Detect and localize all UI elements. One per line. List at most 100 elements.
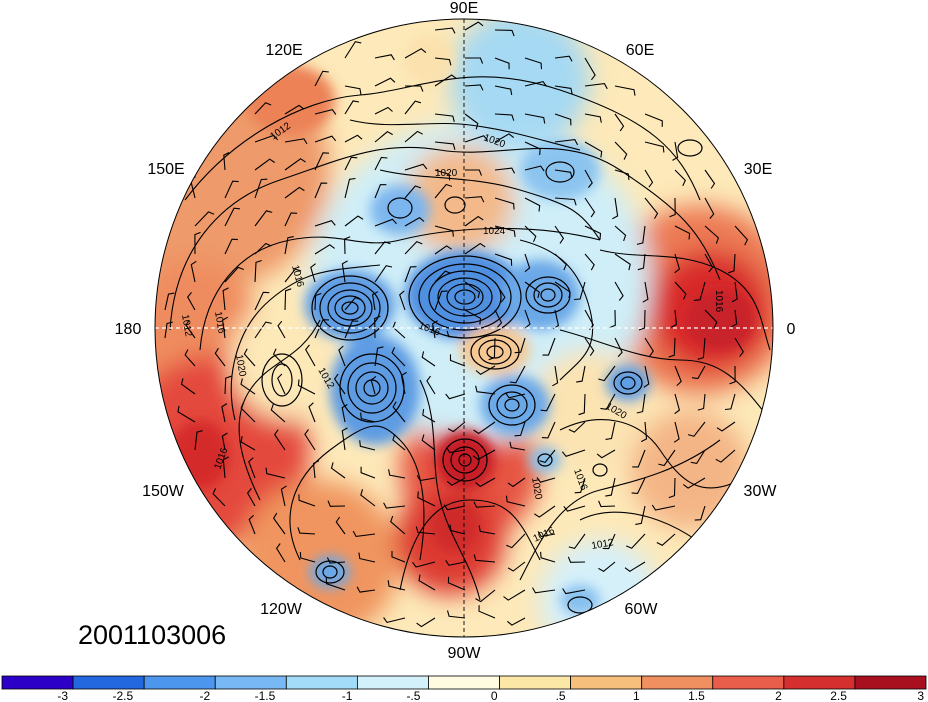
- wind-barb: [446, 330, 466, 339]
- colorbar-tick-label: 1.5: [688, 689, 705, 702]
- wind-barb: [574, 281, 586, 301]
- wind-barb: [274, 429, 286, 451]
- wind-barb: [443, 504, 466, 511]
- wind-barb: [728, 253, 736, 274]
- wind-barb: [554, 113, 572, 126]
- wind-barb: [625, 533, 646, 549]
- wind-barb: [447, 421, 466, 433]
- colorbar-tick-label: 3: [917, 689, 924, 702]
- wind-barb: [578, 393, 586, 416]
- wind-barb: [724, 393, 736, 411]
- wind-barb: [449, 524, 466, 535]
- wind-barb: [254, 102, 272, 115]
- wind-barb: [194, 430, 203, 451]
- wind-barb: [494, 253, 513, 266]
- wind-barb: [344, 215, 364, 227]
- wind-barb: [224, 207, 240, 227]
- wind-barb: [360, 489, 376, 507]
- wind-barb: [404, 240, 423, 255]
- wind-barb: [314, 319, 330, 339]
- wind-barb: [574, 477, 586, 494]
- wind-barb: [494, 309, 503, 328]
- wind-barb: [584, 83, 608, 90]
- wind-barb: [524, 113, 546, 124]
- wind-barb: [370, 375, 377, 395]
- lon-label-60w: 60W: [625, 601, 659, 618]
- wind-barb: [614, 225, 627, 242]
- wind-barb: [465, 169, 483, 176]
- wind-barb: [434, 141, 456, 150]
- wind-barb: [445, 393, 466, 400]
- wind-barb: [540, 551, 556, 563]
- wind-barb: [374, 346, 384, 367]
- colorbar-tick-label: -2: [200, 689, 211, 702]
- wind-barb: [308, 402, 316, 423]
- wind-barb: [464, 113, 479, 130]
- wind-barb: [690, 449, 706, 465]
- wind-barb: [392, 434, 406, 451]
- wind-barb: [636, 393, 646, 414]
- wind-barb: [299, 551, 316, 563]
- wind-barb: [212, 488, 226, 507]
- wind-barb: [374, 184, 387, 199]
- wind-barb: [416, 617, 436, 628]
- wind-barb: [221, 403, 228, 423]
- wind-barb: [472, 449, 496, 461]
- wind-barb: [314, 70, 329, 87]
- wind-barb: [248, 514, 256, 535]
- colorbar-swatch: [712, 675, 785, 690]
- wind-barb: [222, 287, 229, 311]
- wind-barb: [248, 457, 256, 479]
- contour-label: 1016: [713, 290, 724, 313]
- wind-barb: [399, 290, 406, 311]
- wind-barb: [494, 29, 515, 37]
- wind-barb: [598, 561, 616, 572]
- wind-barb: [640, 421, 648, 443]
- wind-barb: [434, 290, 448, 311]
- wind-barb: [494, 225, 516, 237]
- colorbar-tick-label: -2.5: [112, 689, 133, 702]
- wind-barb: [254, 134, 279, 143]
- wind-barb: [404, 100, 422, 115]
- wind-barb: [635, 505, 646, 525]
- wind-barb: [344, 296, 362, 311]
- wind-barb: [434, 27, 456, 34]
- wind-barb: [194, 231, 201, 255]
- map-boundary: [154, 18, 774, 638]
- wind-barb: [464, 281, 481, 299]
- wind-barb: [305, 344, 316, 367]
- wind-barb: [335, 516, 346, 535]
- wind-barb: [506, 617, 526, 626]
- wind-barb: [222, 316, 229, 339]
- wind-barb: [614, 337, 623, 358]
- colorbar-swatch: [570, 675, 643, 690]
- wind-barb: [600, 393, 616, 410]
- wind-barb: [494, 85, 513, 96]
- wind-barb: [598, 500, 616, 508]
- wind-barb: [327, 500, 346, 507]
- wind-barb: [371, 291, 379, 311]
- wind-barb: [333, 373, 346, 395]
- wind-barb: [464, 135, 489, 143]
- wind-barb: [240, 378, 256, 395]
- wind-barb: [404, 48, 427, 59]
- wind-barb: [524, 225, 537, 243]
- wind-barb: [344, 41, 362, 59]
- wind-barb: [552, 365, 559, 387]
- wind-barb: [554, 85, 573, 95]
- lon-label-90w: 90W: [448, 645, 482, 662]
- wind-barb: [537, 531, 556, 538]
- wind-barb: [400, 371, 407, 395]
- wind-barb: [265, 467, 286, 479]
- wind-barb: [426, 375, 436, 395]
- wind-barb: [674, 169, 686, 187]
- wind-barb: [614, 253, 631, 271]
- wind-barb: [344, 177, 356, 199]
- wind-barb: [464, 21, 484, 31]
- wind-barb: [674, 225, 691, 240]
- wind-barb: [540, 393, 556, 412]
- lon-label-30w: 30W: [744, 483, 778, 500]
- wind-barb: [643, 365, 650, 388]
- wind-barb: [277, 373, 286, 395]
- wind-barb: [716, 421, 736, 432]
